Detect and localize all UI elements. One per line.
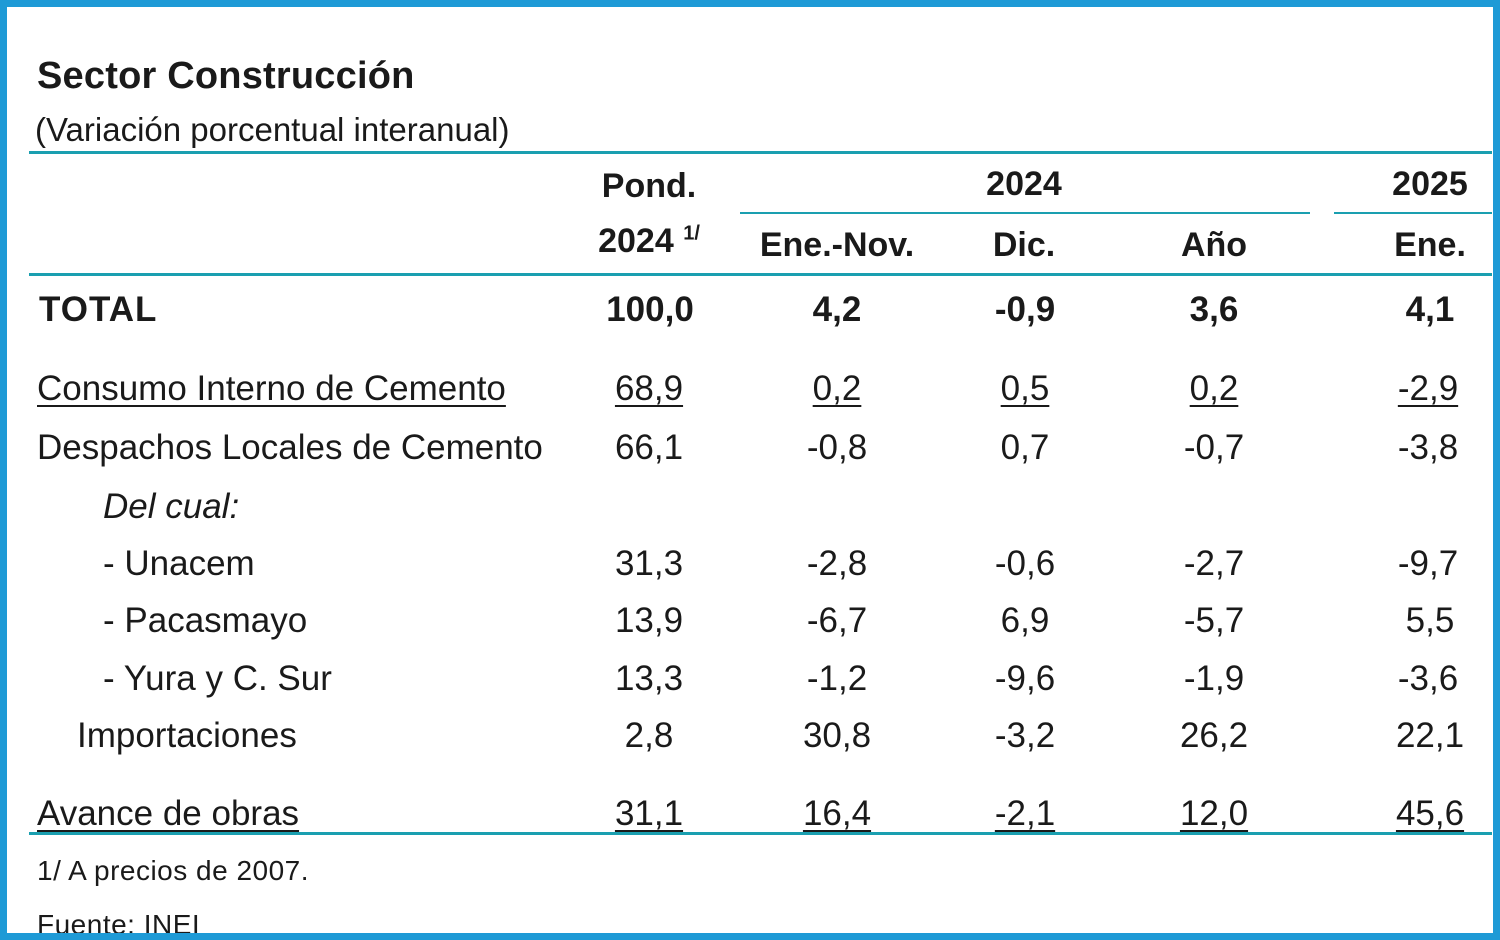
header-rule bbox=[29, 273, 1492, 276]
cell-ene: 45,6 bbox=[1395, 794, 1465, 833]
cell-anio: 0,2 bbox=[1189, 369, 1239, 408]
cell-ene: 5,5 bbox=[1405, 601, 1455, 640]
cell-dic: 0,7 bbox=[1000, 428, 1050, 467]
cell-dic: -3,2 bbox=[994, 716, 1056, 755]
cell-ene-nov: 0,2 bbox=[812, 369, 862, 408]
cell-anio: 26,2 bbox=[1179, 716, 1249, 755]
bottom-rule bbox=[29, 832, 1492, 835]
cell-dic: -9,6 bbox=[994, 659, 1056, 698]
cell-anio: 12,0 bbox=[1179, 794, 1249, 833]
table-subtitle: (Variación porcentual interanual) bbox=[35, 111, 510, 148]
cell-dic: -0,9 bbox=[994, 290, 1056, 329]
header-pond-year: 2024 bbox=[598, 222, 674, 260]
cell-dic: -2,1 bbox=[994, 794, 1056, 833]
header-pond-note: 1/ bbox=[683, 222, 700, 245]
row-label-pacasmayo: - Pacasmayo bbox=[103, 601, 308, 640]
cell-ene-nov: -0,8 bbox=[806, 428, 868, 467]
header-pond-line2: 2024 1/ bbox=[598, 222, 700, 261]
cell-ene-nov: 30,8 bbox=[802, 716, 872, 755]
cell-ene-nov: -1,2 bbox=[806, 659, 868, 698]
table-title: Sector Construcción bbox=[37, 55, 415, 97]
footnote: 1/ A precios de 2007. bbox=[37, 855, 310, 886]
group-2024-rule bbox=[740, 212, 1310, 214]
cell-dic: -0,6 bbox=[994, 544, 1056, 583]
cell-ene-nov: -6,7 bbox=[806, 601, 868, 640]
cell-pond: 13,3 bbox=[614, 659, 684, 698]
cell-ene: 22,1 bbox=[1395, 716, 1465, 755]
cell-ene-nov: 4,2 bbox=[812, 290, 862, 329]
row-label-avance-obras: Avance de obras bbox=[37, 794, 300, 833]
cell-ene: -3,8 bbox=[1397, 428, 1459, 467]
cell-ene: -9,7 bbox=[1397, 544, 1459, 583]
cell-anio: -2,7 bbox=[1183, 544, 1245, 583]
cell-pond: 66,1 bbox=[614, 428, 684, 467]
row-label-del-cual: Del cual: bbox=[103, 487, 240, 526]
cell-ene-nov: -2,8 bbox=[806, 544, 868, 583]
row-label-total: TOTAL bbox=[39, 290, 158, 329]
row-label-consumo-interno: Consumo Interno de Cemento bbox=[37, 369, 506, 408]
cell-pond: 100,0 bbox=[606, 290, 694, 329]
cell-dic: 6,9 bbox=[1000, 601, 1050, 640]
cell-anio: -5,7 bbox=[1183, 601, 1245, 640]
row-label-despachos-locales: Despachos Locales de Cemento bbox=[37, 428, 543, 467]
header-ene-nov: Ene.-Nov. bbox=[759, 226, 915, 264]
cell-pond: 31,3 bbox=[614, 544, 684, 583]
cell-pond: 68,9 bbox=[614, 369, 684, 408]
row-label-importaciones: Importaciones bbox=[77, 716, 297, 755]
header-group-2025: 2025 bbox=[1392, 165, 1468, 203]
group-2025-rule bbox=[1334, 212, 1492, 214]
header-anio: Año bbox=[1180, 226, 1248, 264]
cell-ene: -3,6 bbox=[1397, 659, 1459, 698]
cell-anio: 3,6 bbox=[1189, 290, 1239, 329]
cell-pond: 2,8 bbox=[624, 716, 674, 755]
header-ene: Ene. bbox=[1394, 226, 1466, 264]
row-label-yura: - Yura y C. Sur bbox=[103, 659, 332, 698]
cell-ene: -2,9 bbox=[1397, 369, 1459, 408]
cell-ene-nov: 16,4 bbox=[802, 794, 872, 833]
cell-dic: 0,5 bbox=[1000, 369, 1050, 408]
cell-ene: 4,1 bbox=[1405, 290, 1455, 329]
header-dic: Dic. bbox=[992, 226, 1056, 264]
top-rule bbox=[29, 151, 1492, 154]
cell-anio: -1,9 bbox=[1183, 659, 1245, 698]
cell-pond: 13,9 bbox=[614, 601, 684, 640]
header-group-2024: 2024 bbox=[986, 165, 1062, 203]
source-note: Fuente: INEI bbox=[37, 909, 201, 940]
row-label-unacem: - Unacem bbox=[103, 544, 255, 583]
cell-pond: 31,1 bbox=[614, 794, 684, 833]
cell-anio: -0,7 bbox=[1183, 428, 1245, 467]
header-pond-line1: Pond. bbox=[601, 167, 697, 205]
